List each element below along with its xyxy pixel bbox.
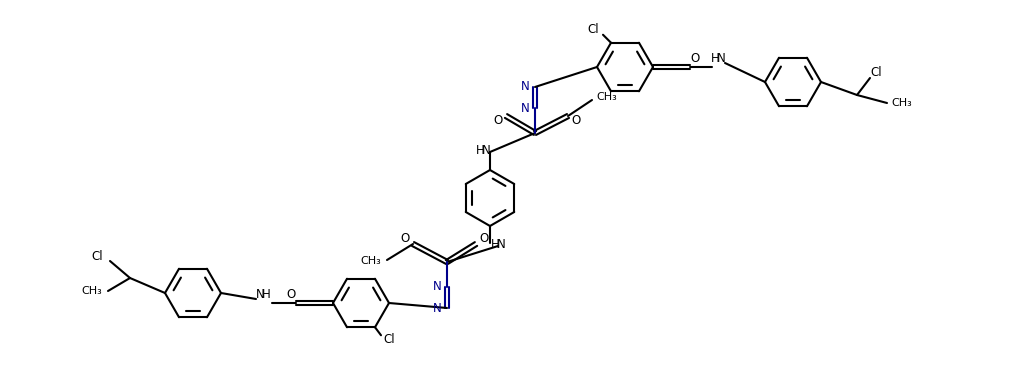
Text: H: H bbox=[491, 238, 499, 252]
Text: O: O bbox=[400, 232, 409, 244]
Text: N: N bbox=[482, 144, 490, 156]
Text: O: O bbox=[493, 115, 502, 127]
Text: CH₃: CH₃ bbox=[360, 256, 382, 266]
Text: N: N bbox=[433, 302, 441, 314]
Text: CH₃: CH₃ bbox=[596, 92, 618, 102]
Text: N: N bbox=[521, 80, 529, 94]
Text: O: O bbox=[480, 232, 489, 244]
Text: CH₃: CH₃ bbox=[891, 98, 913, 108]
Text: N: N bbox=[496, 238, 505, 252]
Text: N: N bbox=[717, 52, 725, 65]
Text: Cl: Cl bbox=[91, 250, 103, 264]
Text: Cl: Cl bbox=[587, 23, 598, 36]
Text: Cl: Cl bbox=[383, 333, 395, 346]
Text: O: O bbox=[286, 288, 296, 300]
Text: CH₃: CH₃ bbox=[82, 286, 102, 296]
Text: Cl: Cl bbox=[870, 67, 882, 79]
Text: N: N bbox=[255, 288, 264, 300]
Text: O: O bbox=[572, 115, 581, 127]
Text: N: N bbox=[521, 102, 529, 115]
Text: N: N bbox=[433, 280, 441, 294]
Text: H: H bbox=[476, 144, 484, 156]
Text: H: H bbox=[261, 288, 271, 300]
Text: O: O bbox=[690, 52, 699, 65]
Text: H: H bbox=[711, 52, 720, 65]
